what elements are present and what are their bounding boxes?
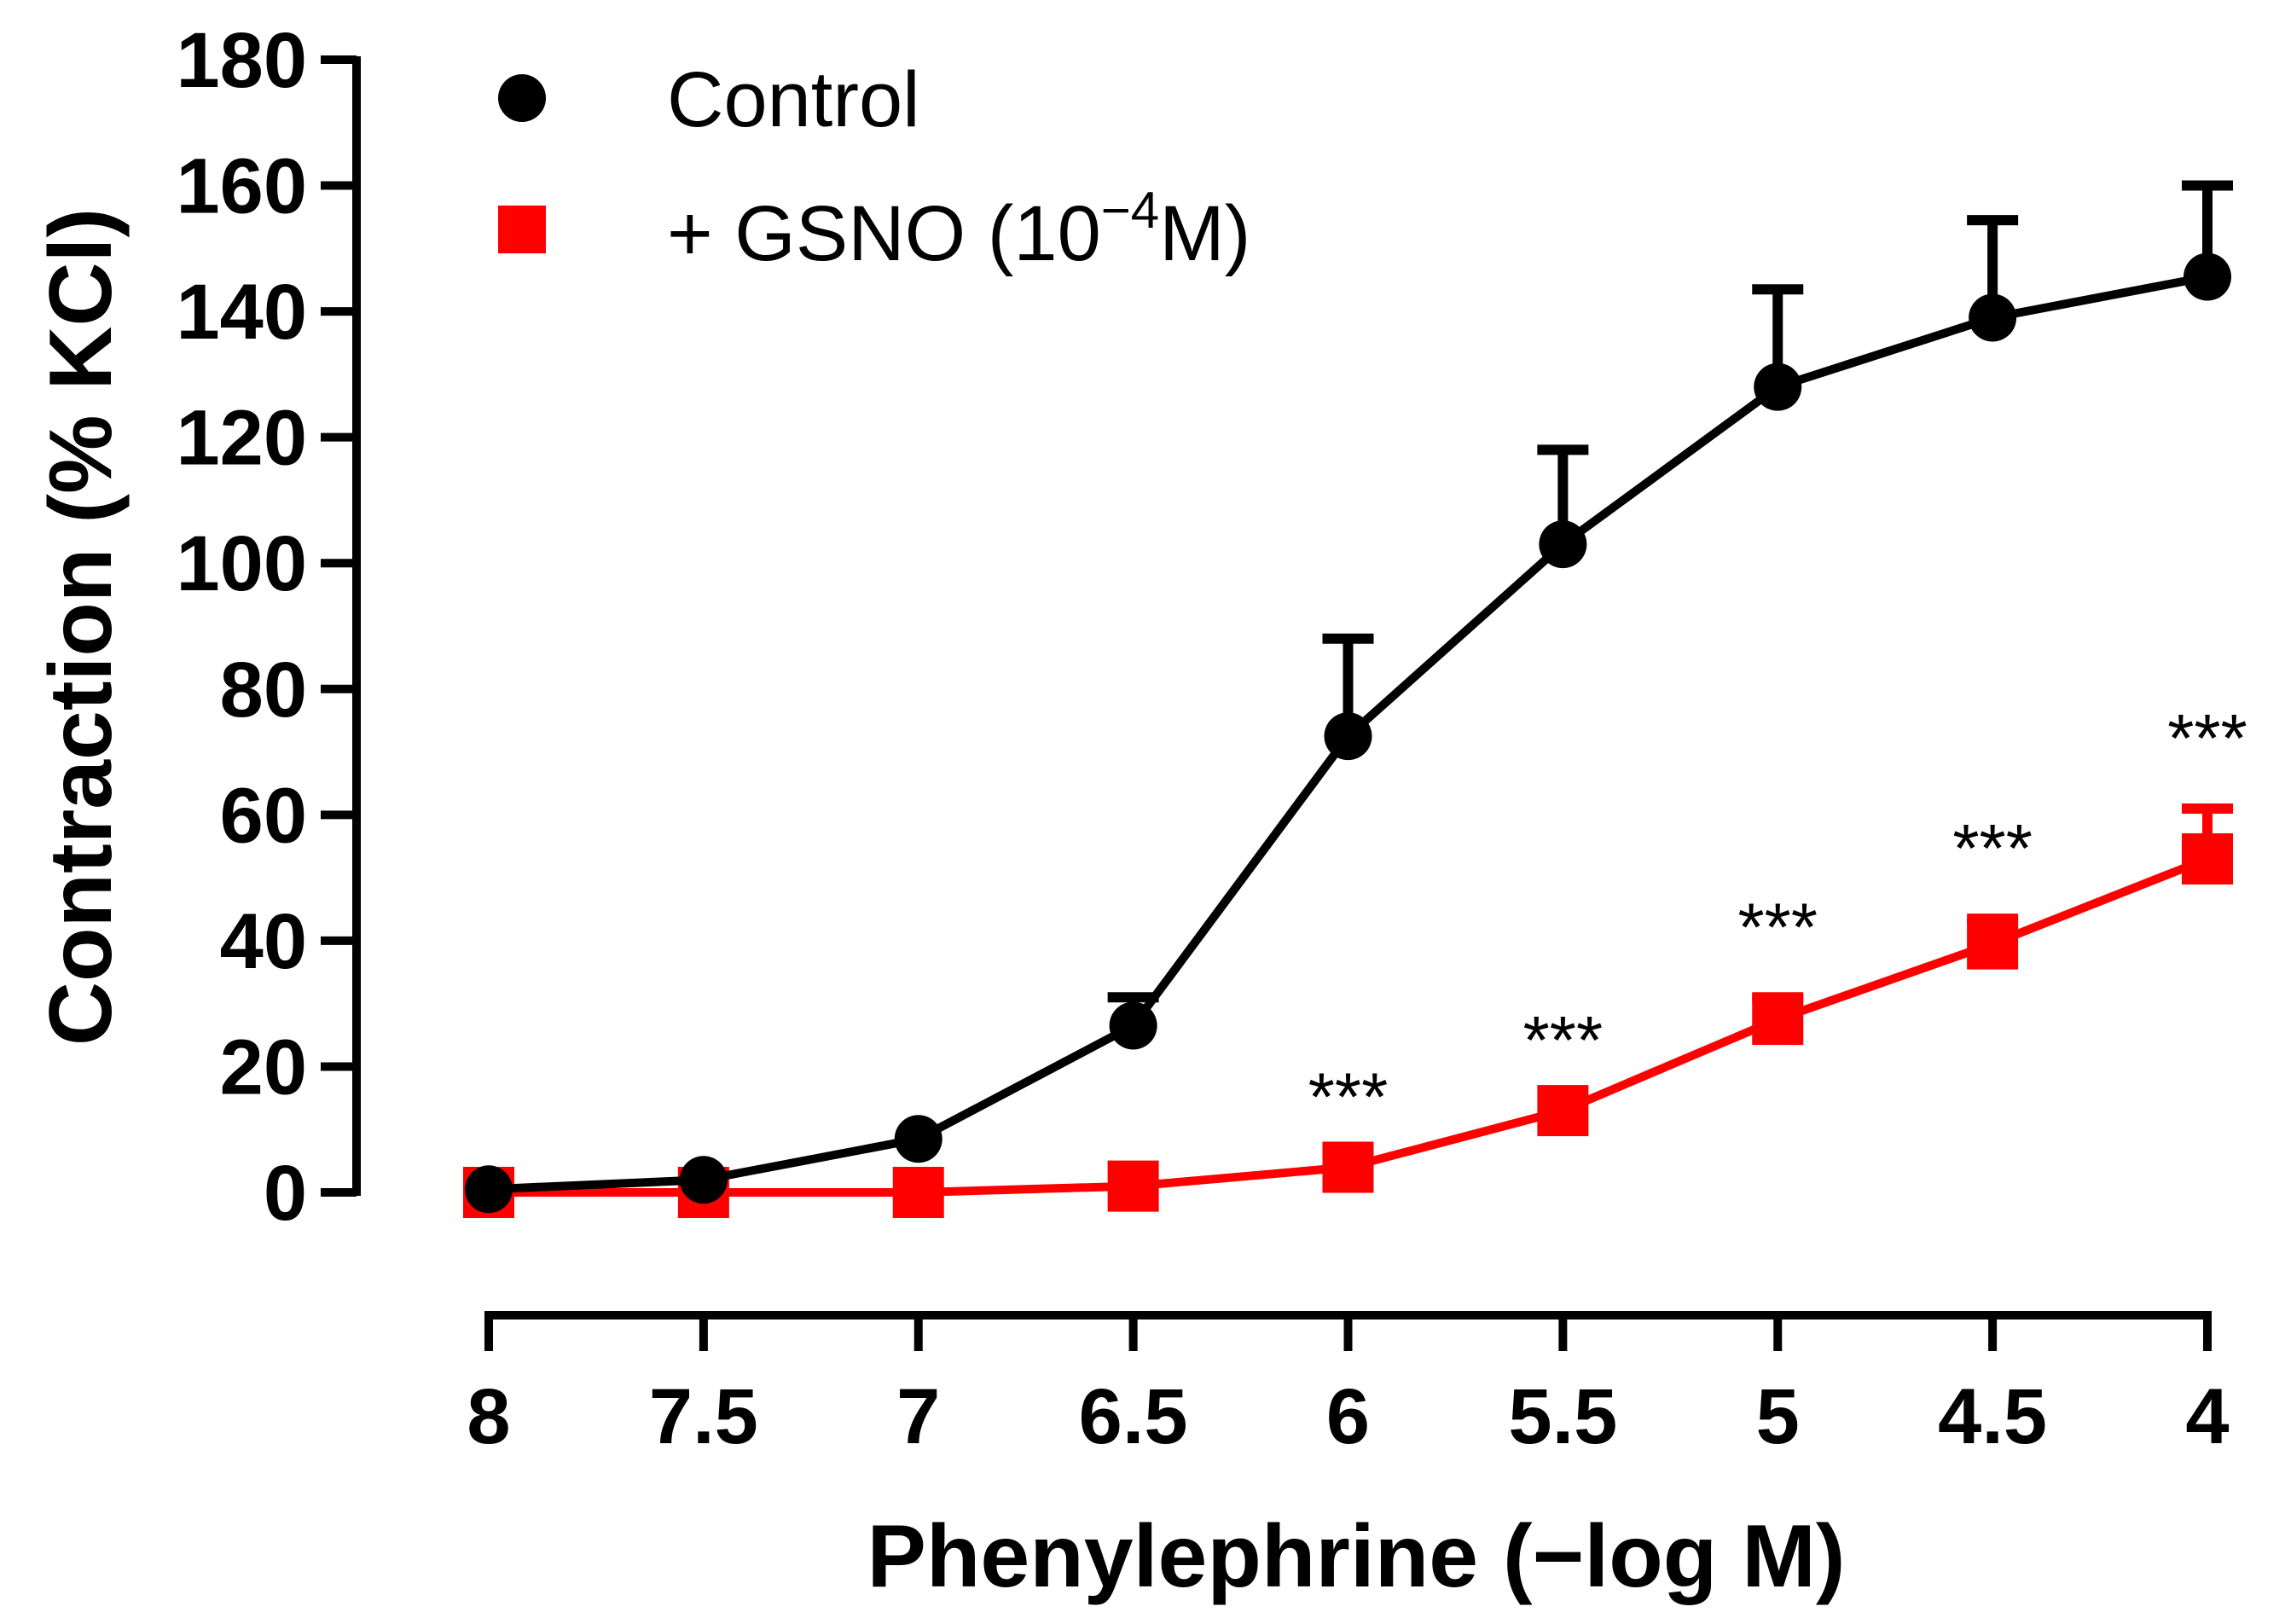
y-tick-label: 160	[177, 143, 308, 230]
significance-label: ***	[2167, 700, 2247, 776]
point-gsno	[2182, 832, 2233, 884]
x-tick-label: 4	[2185, 1373, 2229, 1460]
point-gsno	[1752, 994, 1804, 1046]
y-tick-label: 0	[264, 1150, 307, 1237]
y-tick-label: 60	[220, 772, 307, 859]
x-tick-label: 5	[1756, 1373, 1800, 1460]
y-axis: 0 20 40 60 80 100 120 140 160 180	[177, 17, 361, 1237]
point-gsno	[892, 1167, 944, 1218]
point-gsno	[1107, 1160, 1159, 1212]
point-control	[1754, 362, 1802, 411]
x-tick-label: 6.5	[1079, 1373, 1188, 1460]
point-control	[1324, 712, 1372, 761]
x-tick-label: 8	[467, 1373, 510, 1460]
x-tick-label: 7	[896, 1373, 940, 1460]
y-tick-label: 180	[177, 17, 308, 104]
legend-label-gsno: + GSNO (10−4M)	[667, 182, 1250, 277]
series-layer	[463, 180, 2233, 1218]
point-control	[679, 1156, 728, 1204]
legend-gsno-tail: M)	[1159, 190, 1250, 277]
point-gsno	[1967, 918, 2019, 970]
point-control	[2184, 252, 2231, 301]
y-tick-label: 120	[177, 395, 308, 482]
y-tick-label: 40	[220, 898, 307, 985]
point-control	[1109, 1001, 1157, 1050]
point-control	[1539, 520, 1587, 569]
point-control	[894, 1115, 942, 1163]
series-gsno	[463, 803, 2233, 1218]
x-tick-label: 7.5	[649, 1373, 758, 1460]
y-axis-title: Contraction (% KCl)	[32, 208, 130, 1046]
legend-marker-gsno	[498, 206, 546, 253]
legend-gsno-superscript: −4	[1101, 182, 1159, 239]
point-control	[465, 1165, 513, 1214]
y-tick-label: 100	[177, 520, 308, 607]
point-control	[1969, 293, 2017, 342]
y-tick-label: 20	[220, 1024, 307, 1111]
x-tick-label: 6	[1326, 1373, 1370, 1460]
legend-gsno-main: + GSNO (10	[667, 190, 1101, 277]
point-gsno	[1322, 1141, 1374, 1193]
x-tick-label: 5.5	[1508, 1373, 1617, 1460]
significance-label: ***	[1738, 889, 1818, 965]
annotation-layer: *** *** *** *** ***	[1308, 700, 2247, 1135]
significance-label: ***	[1523, 1002, 1603, 1078]
legend: Control + GSNO (10−4M)	[498, 56, 1250, 277]
x-axis: 8 7.5 7 6.5 6 5.5 5 4.5 4	[467, 1311, 2230, 1460]
series-control	[465, 180, 2233, 1214]
significance-label: ***	[1952, 810, 2032, 886]
x-tick-label: 4.5	[1938, 1373, 2047, 1460]
x-axis-title: Phenylephrine (−log M)	[867, 1507, 1846, 1606]
significance-label: ***	[1308, 1058, 1388, 1134]
legend-marker-control	[498, 74, 546, 122]
y-tick-label: 80	[220, 647, 307, 734]
legend-label-control: Control	[667, 56, 920, 143]
y-tick-label: 140	[177, 269, 308, 356]
point-gsno	[1537, 1085, 1589, 1137]
